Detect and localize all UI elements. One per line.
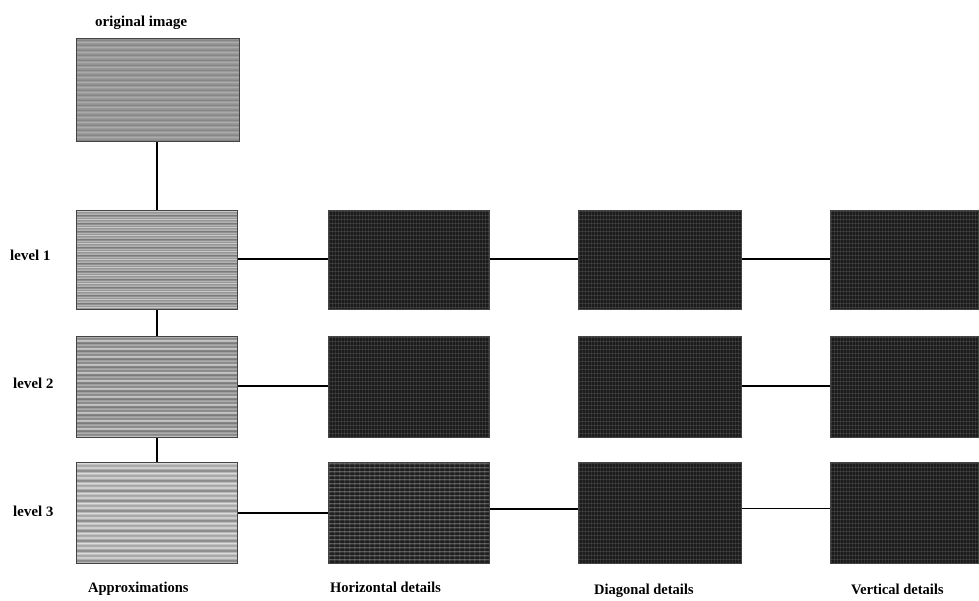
- original-image-title: original image: [95, 14, 188, 30]
- level2-vertical-image: [830, 336, 979, 438]
- connector-level1-to-level2: [156, 310, 158, 336]
- vertical-details-label: Vertical details: [851, 582, 944, 598]
- approximations-label: Approximations: [88, 580, 189, 596]
- original-image: [76, 38, 240, 142]
- connector-l2-a-h: [238, 385, 328, 387]
- level1-diagonal-image: [578, 210, 742, 310]
- level3-approximation-image: [76, 462, 238, 564]
- level2-diagonal-image: [578, 336, 742, 438]
- level-3-label: level 3: [13, 504, 54, 520]
- level1-vertical-image: [830, 210, 979, 310]
- connector-l1-h-d: [490, 258, 578, 260]
- connector-level2-to-level3: [156, 438, 158, 462]
- level3-horizontal-image: [328, 462, 490, 564]
- level1-approximation-image: [76, 210, 238, 310]
- level3-vertical-image: [830, 462, 979, 564]
- level2-approximation-image: [76, 336, 238, 438]
- connector-l3-d-v: [742, 508, 830, 509]
- horizontal-details-label: Horizontal details: [330, 580, 441, 596]
- connector-l3-a-h: [238, 512, 328, 514]
- level1-horizontal-image: [328, 210, 490, 310]
- level2-horizontal-image: [328, 336, 490, 438]
- level-2-label: level 2: [13, 376, 54, 392]
- connector-l1-d-v: [742, 258, 830, 260]
- connector-original-to-level1: [156, 142, 158, 210]
- connector-l1-a-h: [238, 258, 328, 260]
- connector-l3-h-d: [490, 508, 578, 510]
- diagonal-details-label: Diagonal details: [594, 582, 694, 598]
- level3-diagonal-image: [578, 462, 742, 564]
- level-1-label: level 1: [10, 248, 51, 264]
- connector-l2-d-v: [742, 385, 830, 387]
